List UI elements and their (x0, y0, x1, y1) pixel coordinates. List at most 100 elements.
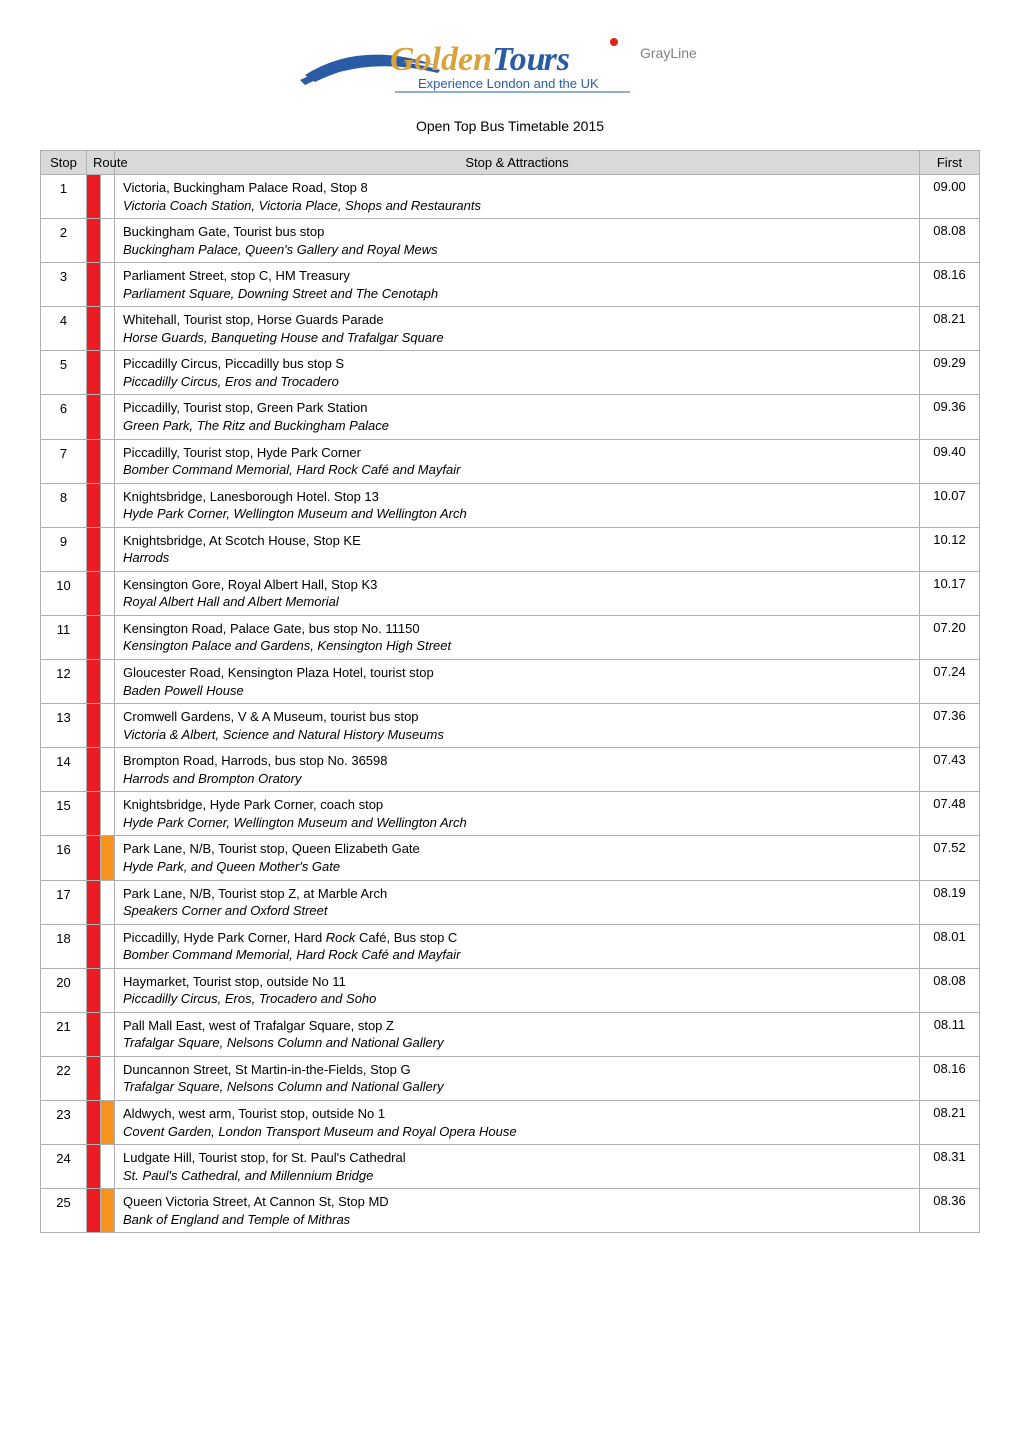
stop-detail: Bomber Command Memorial, Hard Rock Café … (123, 946, 911, 964)
table-header-row: Stop Route Stop & Attractions First (41, 151, 980, 175)
stop-description: Kensington Road, Palace Gate, bus stop N… (115, 615, 920, 659)
table-row: 1Victoria, Buckingham Palace Road, Stop … (41, 175, 980, 219)
route-color-1 (87, 748, 101, 792)
stop-number: 23 (41, 1100, 87, 1144)
first-time: 08.08 (920, 219, 980, 263)
route-color-2 (101, 307, 115, 351)
header-first: First (920, 151, 980, 175)
stop-title: Whitehall, Tourist stop, Horse Guards Pa… (123, 311, 911, 329)
stop-description: Piccadilly Circus, Piccadilly bus stop S… (115, 351, 920, 395)
route-color-2 (101, 880, 115, 924)
stop-number: 17 (41, 880, 87, 924)
stop-description: Piccadilly, Tourist stop, Hyde Park Corn… (115, 439, 920, 483)
table-row: 22Duncannon Street, St Martin-in-the-Fie… (41, 1056, 980, 1100)
stop-number: 6 (41, 395, 87, 439)
stop-number: 16 (41, 836, 87, 880)
stop-number: 12 (41, 660, 87, 704)
first-time: 08.21 (920, 307, 980, 351)
logo-grayline: GrayLine (640, 45, 697, 61)
stop-number: 8 (41, 483, 87, 527)
first-time: 08.21 (920, 1100, 980, 1144)
table-row: 15 Knightsbridge, Hyde Park Corner, coach… (41, 792, 980, 836)
route-color-1 (87, 968, 101, 1012)
stop-description: Park Lane, N/B, Tourist stop Z, at Marbl… (115, 880, 920, 924)
stop-title: Haymarket, Tourist stop, outside No 11 (123, 973, 911, 991)
stop-number: 3 (41, 263, 87, 307)
table-row: 7Piccadilly, Tourist stop, Hyde Park Cor… (41, 439, 980, 483)
table-row: 20Haymarket, Tourist stop, outside No 11… (41, 968, 980, 1012)
table-row: 13 Cromwell Gardens, V & A Museum, touris… (41, 704, 980, 748)
table-row: 18Piccadilly, Hyde Park Corner, Hard Roc… (41, 924, 980, 968)
table-row: 11 Kensington Road, Palace Gate, bus stop… (41, 615, 980, 659)
stop-detail: Buckingham Palace, Queen's Gallery and R… (123, 241, 911, 259)
route-color-2 (101, 748, 115, 792)
stop-title: Cromwell Gardens, V & A Museum, tourist … (123, 708, 911, 726)
table-row: 3Parliament Street, stop C, HM TreasuryP… (41, 263, 980, 307)
stop-detail: Covent Garden, London Transport Museum a… (123, 1123, 911, 1141)
route-color-1 (87, 439, 101, 483)
first-time: 07.36 (920, 704, 980, 748)
stop-title: Knightsbridge, Hyde Park Corner, coach s… (123, 796, 911, 814)
stop-number: 9 (41, 527, 87, 571)
stop-number: 11 (41, 615, 87, 659)
route-color-1 (87, 263, 101, 307)
stop-description: Aldwych, west arm, Tourist stop, outside… (115, 1100, 920, 1144)
stop-detail: Piccadilly Circus, Eros and Trocadero (123, 373, 911, 391)
table-row: 23 Aldwych, west arm, Tourist stop, outsi… (41, 1100, 980, 1144)
stop-detail: Speakers Corner and Oxford Street (123, 902, 911, 920)
stop-number: 22 (41, 1056, 87, 1100)
route-color-1 (87, 880, 101, 924)
stop-title: Piccadilly, Tourist stop, Hyde Park Corn… (123, 444, 911, 462)
route-color-1 (87, 483, 101, 527)
stop-description: Buckingham Gate, Tourist bus stopBucking… (115, 219, 920, 263)
first-time: 10.12 (920, 527, 980, 571)
stop-detail: Bank of England and Temple of Mithras (123, 1211, 911, 1229)
first-time: 08.16 (920, 263, 980, 307)
stop-description: Kensington Gore, Royal Albert Hall, Stop… (115, 571, 920, 615)
table-row: 16 Park Lane, N/B, Tourist stop, Queen El… (41, 836, 980, 880)
header-route: Route (87, 151, 115, 175)
logo-red-dot (610, 38, 618, 46)
route-color-1 (87, 836, 101, 880)
stop-detail: Hyde Park Corner, Wellington Museum and … (123, 505, 911, 523)
stop-number: 10 (41, 571, 87, 615)
stop-detail: Hyde Park, and Queen Mother's Gate (123, 858, 911, 876)
stop-title: Kensington Gore, Royal Albert Hall, Stop… (123, 576, 911, 594)
first-time: 08.31 (920, 1145, 980, 1189)
stop-title: Queen Victoria Street, At Cannon St, Sto… (123, 1193, 911, 1211)
route-color-2 (101, 615, 115, 659)
stop-detail: Parliament Square, Downing Street and Th… (123, 285, 911, 303)
stop-detail: Harrods and Brompton Oratory (123, 770, 911, 788)
route-color-2 (101, 439, 115, 483)
stop-number: 24 (41, 1145, 87, 1189)
route-color-2 (101, 836, 115, 880)
stop-detail: Trafalgar Square, Nelsons Column and Nat… (123, 1078, 911, 1096)
stop-description: Park Lane, N/B, Tourist stop, Queen Eliz… (115, 836, 920, 880)
first-time: 09.00 (920, 175, 980, 219)
stop-detail: Harrods (123, 549, 911, 567)
stop-number: 15 (41, 792, 87, 836)
stop-detail: Bomber Command Memorial, Hard Rock Café … (123, 461, 911, 479)
route-color-2 (101, 1056, 115, 1100)
stop-detail: Kensington Palace and Gardens, Kensingto… (123, 637, 911, 655)
route-color-1 (87, 395, 101, 439)
stop-title: Piccadilly, Tourist stop, Green Park Sta… (123, 399, 911, 417)
route-color-2 (101, 924, 115, 968)
stop-detail: Green Park, The Ritz and Buckingham Pala… (123, 417, 911, 435)
page-root: GoldenTours GrayLine Experience London a… (0, 0, 1020, 1273)
first-time: 07.43 (920, 748, 980, 792)
route-color-2 (101, 968, 115, 1012)
route-color-1 (87, 1100, 101, 1144)
stop-title: Park Lane, N/B, Tourist stop, Queen Eliz… (123, 840, 911, 858)
table-body: 1Victoria, Buckingham Palace Road, Stop … (41, 175, 980, 1233)
stop-number: 13 (41, 704, 87, 748)
stop-detail: Hyde Park Corner, Wellington Museum and … (123, 814, 911, 832)
table-row: 25 Queen Victoria Street, At Cannon St, S… (41, 1189, 980, 1233)
stop-title: Ludgate Hill, Tourist stop, for St. Paul… (123, 1149, 911, 1167)
stop-number: 25 (41, 1189, 87, 1233)
route-color-2 (101, 571, 115, 615)
stop-description: Queen Victoria Street, At Cannon St, Sto… (115, 1189, 920, 1233)
route-color-2 (101, 263, 115, 307)
first-time: 08.01 (920, 924, 980, 968)
first-time: 07.20 (920, 615, 980, 659)
